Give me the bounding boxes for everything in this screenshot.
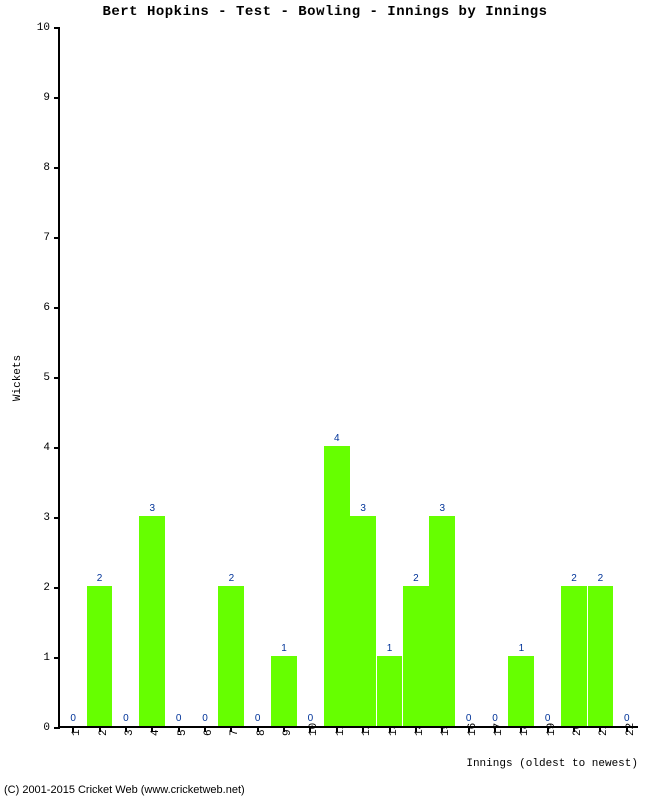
- y-tick-label: 1: [43, 652, 60, 664]
- x-tick-label: 4: [150, 729, 162, 736]
- x-tick-label: 9: [282, 729, 294, 736]
- bar: 3: [139, 516, 165, 726]
- bar: 3: [350, 516, 376, 726]
- bar: 1: [271, 656, 297, 726]
- copyright-text: (C) 2001-2015 Cricket Web (www.cricketwe…: [4, 784, 245, 796]
- x-tick-label: 8: [256, 729, 268, 736]
- bar: 2: [87, 586, 113, 726]
- y-tick-label: 7: [43, 232, 60, 244]
- y-axis-title: Wickets: [12, 355, 24, 401]
- y-tick-label: 8: [43, 162, 60, 174]
- bar-value-label: 3: [360, 503, 366, 516]
- x-tick-label: 1: [71, 729, 83, 736]
- bar-value-label: 0: [70, 713, 76, 726]
- plot-area: 0123456789101022304350607280911001141231…: [58, 28, 638, 728]
- bar: 2: [218, 586, 244, 726]
- bar: 2: [403, 586, 429, 726]
- bar-value-label: 4: [334, 433, 340, 446]
- bar-value-label: 0: [255, 713, 261, 726]
- bar-value-label: 3: [149, 503, 155, 516]
- x-axis-title: Innings (oldest to newest): [466, 758, 638, 770]
- chart-title: Bert Hopkins - Test - Bowling - Innings …: [0, 4, 650, 20]
- bar: 1: [377, 656, 403, 726]
- bar-value-label: 2: [413, 573, 419, 586]
- bar: 1: [508, 656, 534, 726]
- bar-value-label: 2: [571, 573, 577, 586]
- bar-value-label: 0: [545, 713, 551, 726]
- bar: 2: [561, 586, 587, 726]
- bar-value-label: 1: [519, 643, 525, 656]
- y-tick-label: 0: [43, 722, 60, 734]
- y-tick-label: 9: [43, 92, 60, 104]
- y-tick-label: 5: [43, 372, 60, 384]
- bar-value-label: 0: [176, 713, 182, 726]
- bar: 3: [429, 516, 455, 726]
- y-tick-label: 6: [43, 302, 60, 314]
- bar-value-label: 2: [97, 573, 103, 586]
- bar-value-label: 0: [624, 713, 630, 726]
- x-tick-label: 3: [124, 729, 136, 736]
- bar: 4: [324, 446, 350, 726]
- y-tick-label: 3: [43, 512, 60, 524]
- bar-value-label: 0: [466, 713, 472, 726]
- y-tick-label: 10: [37, 22, 60, 34]
- x-tick-label: 2: [98, 729, 110, 736]
- chart-container: Bert Hopkins - Test - Bowling - Innings …: [0, 0, 650, 800]
- x-tick-label: 6: [203, 729, 215, 736]
- bar-value-label: 1: [387, 643, 393, 656]
- bar: 2: [588, 586, 614, 726]
- bar-value-label: 1: [281, 643, 287, 656]
- x-tick-label: 7: [229, 729, 241, 736]
- bar-value-label: 0: [123, 713, 129, 726]
- bar-value-label: 0: [492, 713, 498, 726]
- y-tick-label: 4: [43, 442, 60, 454]
- bar-value-label: 0: [308, 713, 314, 726]
- bar-value-label: 0: [202, 713, 208, 726]
- y-tick-label: 2: [43, 582, 60, 594]
- bar-value-label: 3: [439, 503, 445, 516]
- bar-value-label: 2: [598, 573, 604, 586]
- bar-value-label: 2: [229, 573, 235, 586]
- x-tick-label: 5: [177, 729, 189, 736]
